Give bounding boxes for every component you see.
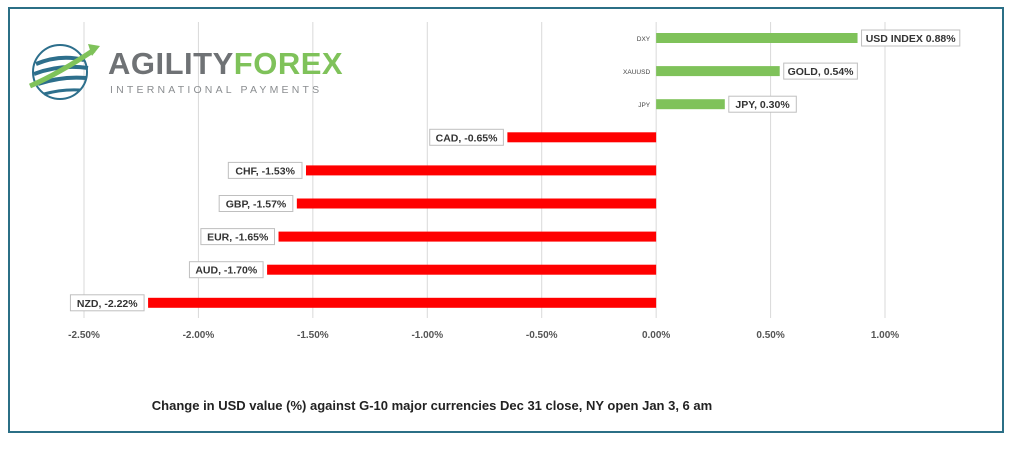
x-tick-label: -0.50% (526, 330, 558, 341)
data-label: JPY, 0.30% (735, 99, 790, 111)
data-label: USD INDEX 0.88% (866, 33, 957, 45)
data-label: CHF, -1.53% (235, 165, 295, 177)
bar (656, 66, 780, 77)
data-label-box (227, 161, 303, 179)
data-label-box (218, 195, 294, 212)
x-tick-label: -1.00% (411, 330, 443, 341)
category-label: XAUUSD (623, 69, 650, 76)
bar (656, 33, 858, 43)
x-tick-label: 0.50% (756, 330, 784, 341)
data-label-box (783, 62, 858, 80)
bar (267, 264, 657, 275)
bar (278, 231, 657, 242)
bar (507, 132, 657, 143)
data-label: GOLD, 0.54% (788, 66, 855, 78)
data-label-box (728, 95, 797, 113)
logo-subtitle: INTERNATIONAL PAYMENTS (110, 84, 323, 96)
logo-wordmark: AGILITYFOREX (108, 48, 343, 79)
data-label: AUD, -1.70% (195, 265, 258, 277)
category-label: JPY (638, 102, 651, 109)
bar (296, 198, 657, 209)
category-label: DXY (637, 36, 651, 43)
x-tick-label: 0.00% (642, 330, 670, 341)
x-tick-label: -1.50% (297, 330, 329, 341)
data-label: CAD, -0.65% (436, 132, 499, 144)
bar (656, 99, 725, 110)
data-label: NZD, -2.22% (77, 298, 138, 310)
data-label-box (861, 29, 961, 47)
data-label-box (200, 228, 276, 246)
x-tick-label: -2.50% (68, 330, 100, 341)
globe-swoosh-icon (29, 44, 100, 100)
logo-word-agility: AGILITY (108, 46, 234, 81)
logo-word-forex: FOREX (233, 46, 344, 81)
x-tick-label: -2.00% (183, 330, 215, 341)
data-label-box (429, 128, 504, 146)
bar (148, 297, 657, 308)
chart-caption: Change in USD value (%) against G-10 maj… (151, 398, 713, 413)
agility-forex-logo: AGILITYFOREX INTERNATIONAL PAYMENTS (28, 34, 343, 114)
data-label: GBP, -1.57% (226, 199, 287, 211)
data-label-box (69, 294, 145, 312)
x-tick-label: 1.00% (871, 330, 899, 341)
bar (305, 165, 657, 176)
data-label: EUR, -1.65% (207, 232, 269, 244)
data-label-box (188, 261, 264, 279)
